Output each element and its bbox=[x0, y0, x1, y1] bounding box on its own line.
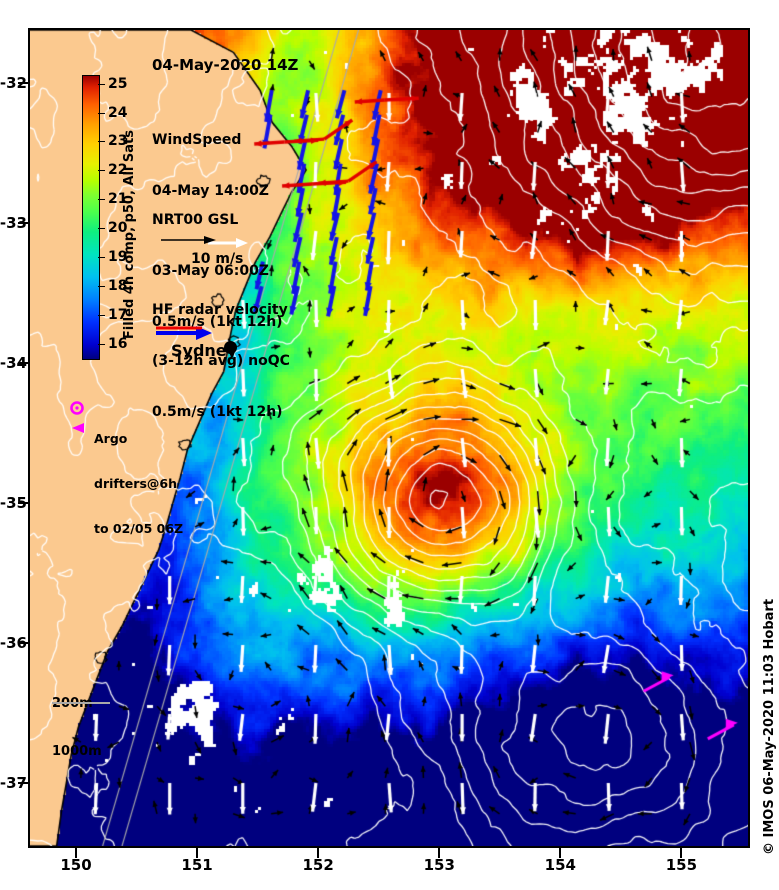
hf-legend-arrow-icon bbox=[156, 326, 212, 340]
colorbar-tick-label: 17 bbox=[108, 306, 128, 323]
colorbar bbox=[82, 75, 100, 360]
x-axis-tick-mark bbox=[75, 848, 77, 858]
gsl-legend: NRT00 GSL 03-May 06:00Z 0.5m/s (1kt 12h) bbox=[152, 178, 283, 382]
x-axis-tick-mark bbox=[559, 848, 562, 858]
colorbar-tick-label: 22 bbox=[108, 162, 128, 179]
argo-legend-line2: drifters@6h bbox=[94, 476, 177, 491]
x-axis-tick-label: 150 bbox=[60, 856, 92, 874]
wind-legend-line1: WindSpeed bbox=[152, 132, 242, 148]
colorbar-tick-label: 23 bbox=[108, 133, 128, 150]
colorbar-tick-label: 24 bbox=[108, 104, 128, 121]
x-axis-tick-label: 153 bbox=[423, 856, 455, 874]
map-plot-area[interactable]: 04-May-2020 14Z WindSpeed 04-May 14:00Z … bbox=[28, 28, 750, 848]
colorbar-tick-mark bbox=[98, 314, 105, 316]
x-axis-tick-mark bbox=[680, 848, 683, 858]
colorbar-tick-mark bbox=[98, 228, 105, 230]
bathy-legend-line1: 200m bbox=[52, 696, 102, 712]
gsl-legend-line3: 0.5m/s (1kt 12h) bbox=[152, 314, 283, 330]
colorbar-tick-mark bbox=[98, 343, 105, 345]
y-axis-tick-label: -36 bbox=[0, 634, 27, 653]
x-axis-tick-mark bbox=[196, 848, 199, 858]
argo-marker-icon bbox=[70, 401, 84, 433]
y-axis-tick-label: -33 bbox=[0, 214, 27, 233]
wind-legend-line2: 04-May 14:00Z bbox=[152, 183, 269, 199]
hf-legend-line1: HF radar velocity bbox=[152, 302, 288, 318]
gsl-legend-arrow-icon bbox=[161, 236, 216, 244]
argo-legend-line3: to 02/05 06Z bbox=[94, 521, 184, 536]
colorbar-tick-label: 19 bbox=[108, 248, 128, 265]
page-title: 04-May-2020 14Z bbox=[152, 56, 299, 74]
colorbar-tick-label: 21 bbox=[108, 191, 128, 208]
hf-radar-legend: HF radar velocity (3-12h avg) noQC 0.5m/… bbox=[152, 268, 290, 472]
colorbar-label: Filled 4h comp, p50, All Sats bbox=[122, 130, 137, 340]
y-axis-tick-mark bbox=[18, 362, 28, 365]
wind-legend-line3: 10 m/s bbox=[191, 251, 244, 267]
argo-legend-title: Argo bbox=[94, 431, 128, 446]
hf-legend-line2: (3-12h avg) noQC bbox=[152, 353, 290, 369]
hf-legend-line3: 0.5m/s (1kt 12h) bbox=[152, 404, 283, 420]
city-marker-sydney bbox=[224, 341, 237, 354]
x-axis-tick-label: 152 bbox=[302, 856, 334, 874]
colorbar-tick-mark bbox=[98, 83, 105, 85]
bathymetry-legend-line-swatch bbox=[52, 702, 110, 704]
colorbar-tick-mark bbox=[98, 112, 105, 114]
x-axis-tick-label: 155 bbox=[665, 856, 698, 874]
colorbar-tick-mark bbox=[98, 141, 105, 143]
colorbar-tick-label: 18 bbox=[108, 277, 128, 294]
colorbar-tick-label: 25 bbox=[108, 75, 128, 92]
y-axis-tick-label: -32 bbox=[0, 74, 27, 93]
city-label-sydney: Sydney bbox=[171, 341, 238, 360]
vector-overlay-canvas bbox=[30, 30, 748, 846]
bathy-legend-line2: 1000m bbox=[52, 744, 102, 759]
y-axis-tick-mark bbox=[18, 222, 28, 225]
argo-legend: Argo drifters@6h to 02/05 06Z bbox=[68, 401, 183, 581]
colorbar-tick-label: 20 bbox=[108, 220, 128, 237]
y-axis-tick-label: -35 bbox=[0, 494, 27, 513]
y-axis-tick-mark bbox=[18, 642, 28, 645]
x-axis-tick-label: 154 bbox=[544, 856, 576, 874]
y-axis-tick-label: -34 bbox=[0, 354, 27, 373]
y-axis-tick-label: -37 bbox=[0, 774, 27, 792]
colorbar-tick-mark bbox=[98, 170, 105, 172]
wind-legend-arrow-icon bbox=[208, 238, 248, 248]
gsl-legend-line1: NRT00 GSL bbox=[152, 212, 239, 228]
y-axis-tick-mark bbox=[18, 782, 28, 784]
credit-text: © IMOS 06-May-2020 11:03 Hobart bbox=[762, 598, 777, 855]
gsl-legend-line2: 03-May 06:00Z bbox=[152, 263, 269, 279]
bathymetry-legend: 200m 1000m bbox=[52, 664, 102, 792]
y-axis-tick-mark bbox=[18, 502, 28, 505]
x-axis-tick-mark bbox=[438, 848, 441, 858]
colorbar-tick-label: 16 bbox=[108, 335, 128, 352]
wind-legend: WindSpeed 04-May 14:00Z 10 m/s bbox=[152, 98, 269, 336]
x-axis-tick-mark bbox=[317, 848, 320, 858]
colorbar-tick-mark bbox=[98, 285, 105, 287]
y-axis-tick-mark bbox=[18, 82, 28, 85]
colorbar-tick-mark bbox=[98, 256, 105, 258]
x-axis-tick-label: 151 bbox=[181, 856, 213, 874]
colorbar-tick-mark bbox=[98, 199, 105, 201]
